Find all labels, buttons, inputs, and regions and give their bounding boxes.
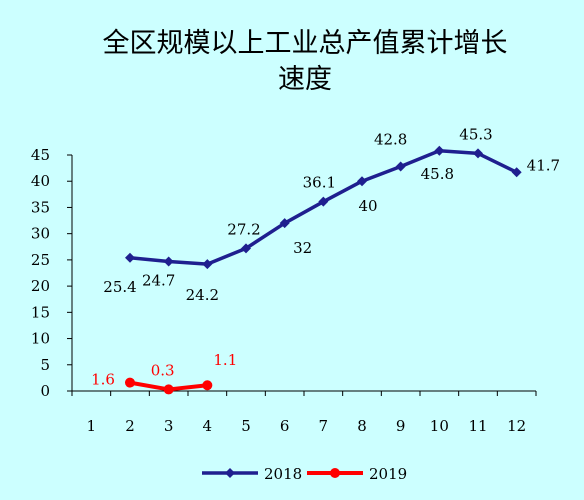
data-label: 0.3 xyxy=(151,361,175,379)
data-label: 1.1 xyxy=(213,351,237,369)
data-point xyxy=(318,196,329,207)
data-point xyxy=(202,380,213,391)
y-tick-label: 25 xyxy=(31,251,50,269)
y-tick-label: 0 xyxy=(40,382,50,400)
data-label: 32 xyxy=(293,239,312,257)
y-tick-label: 45 xyxy=(31,146,50,164)
data-point xyxy=(125,377,135,388)
x-tick-label: 9 xyxy=(396,417,406,435)
legend-item-2018: 2018 xyxy=(202,465,302,483)
data-label: 27.2 xyxy=(227,220,260,238)
series-2018: 25.4 24.7 24.2 27.2 32 36.1 40 42.8 45.8 45.3 41.7 xyxy=(103,125,560,304)
data-label: 1.6 xyxy=(91,371,115,389)
data-label: 36.1 xyxy=(303,174,336,192)
data-label: 42.8 xyxy=(374,131,407,149)
series-layer: 25.4 24.7 24.2 27.2 32 36.1 40 42.8 45.8 45.3 41.7… xyxy=(91,125,560,395)
y-tick-label: 20 xyxy=(31,277,50,295)
data-point xyxy=(202,259,213,270)
chart-title-line1: 全区规模以上工业总产值累计增长 xyxy=(103,28,508,59)
y-tick-label: 30 xyxy=(31,225,50,243)
data-point xyxy=(473,148,483,159)
series-line-2018 xyxy=(129,149,518,266)
y-tick-label: 40 xyxy=(31,172,50,190)
data-label: 25.4 xyxy=(103,278,136,296)
data-point xyxy=(125,252,135,263)
x-tick-label: 8 xyxy=(357,417,367,435)
y-tick-label: 5 xyxy=(40,356,50,374)
data-label: 41.7 xyxy=(527,156,560,174)
data-point xyxy=(163,256,174,267)
data-label: 40 xyxy=(358,197,377,215)
data-point xyxy=(279,218,290,229)
legend-item-2019: 2019 xyxy=(307,465,407,483)
x-tick-label: 1 xyxy=(87,417,97,435)
x-tick-label: 12 xyxy=(507,417,526,435)
x-tick-label: 5 xyxy=(241,417,251,435)
data-point xyxy=(241,243,251,254)
legend-label: 2018 xyxy=(264,465,302,483)
legend-label: 2019 xyxy=(369,465,407,483)
x-tick-label: 4 xyxy=(203,417,213,435)
legend: 2018 2019 xyxy=(202,465,407,483)
data-point xyxy=(511,167,522,178)
x-tick-label: 3 xyxy=(164,417,174,435)
x-tick-label: 10 xyxy=(430,417,449,435)
data-point xyxy=(357,176,367,187)
x-tick-label: 7 xyxy=(319,417,329,435)
data-label: 45.3 xyxy=(459,125,492,143)
legend-marker xyxy=(225,468,235,478)
x-tick-label: 2 xyxy=(125,417,135,435)
series-2019: 1.6 0.3 1.1 xyxy=(91,351,237,395)
data-label: 24.7 xyxy=(142,271,175,289)
y-tick-label: 10 xyxy=(31,330,50,348)
data-point xyxy=(395,161,406,172)
y-tick-label: 35 xyxy=(31,198,50,216)
data-point xyxy=(434,145,445,156)
chart-title-line2: 速度 xyxy=(278,64,332,95)
data-point xyxy=(163,384,174,395)
legend-marker xyxy=(330,468,340,478)
x-tick-label: 6 xyxy=(280,417,290,435)
y-tick-label: 15 xyxy=(31,303,50,321)
x-tick-label: 11 xyxy=(468,417,487,435)
data-label: 45.8 xyxy=(421,165,454,183)
data-label: 24.2 xyxy=(186,286,219,304)
